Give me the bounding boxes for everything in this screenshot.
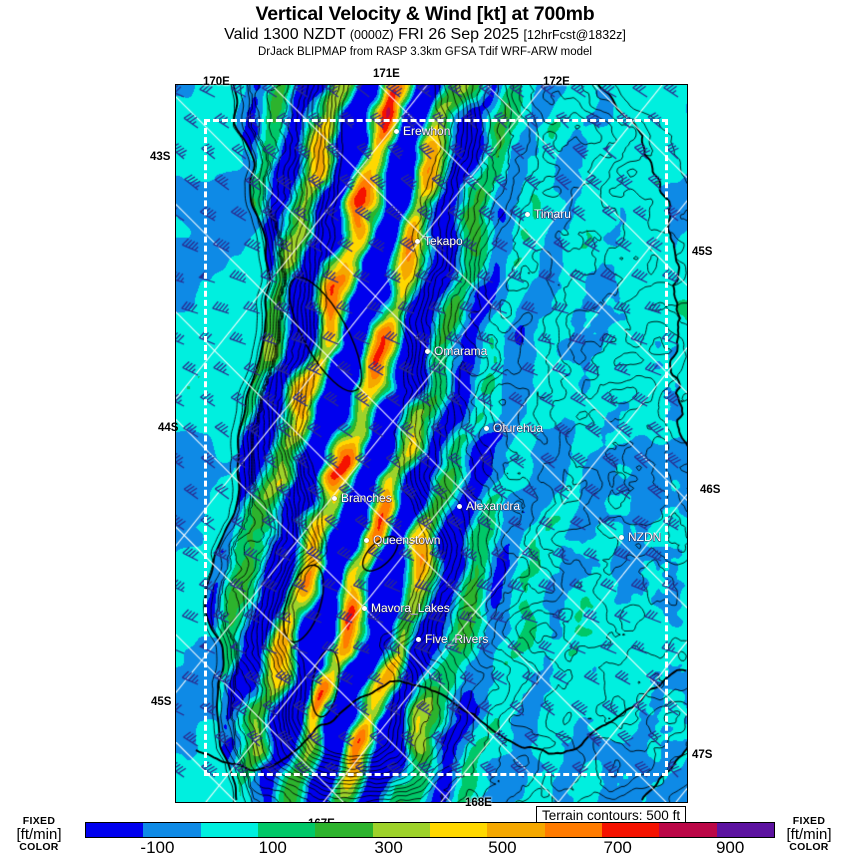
axis-label-172E: 172E <box>543 76 570 88</box>
colorbar-units-left: [ft/min] <box>16 825 62 843</box>
colorbar-units-right: [ft/min] <box>786 825 832 843</box>
colorbar-left-legend: FIXED [ft/min] COLOR <box>0 816 80 852</box>
colorbar-fixed-label-right: FIXED <box>792 815 826 827</box>
colorbar-tick--100: -100 <box>140 838 175 857</box>
title-block: Vertical Velocity & Wind [kt] at 700mb V… <box>0 0 850 60</box>
valid-time-line: Valid 1300 NZDT (0000Z) FRI 26 Sep 2025 … <box>0 25 850 45</box>
map-plot-area[interactable]: Erewhon Timaru Tekapo Omarama Oturehua Branch… <box>175 84 688 803</box>
colorbar-segment-3 <box>257 823 316 837</box>
axis-label-47S: 47S <box>692 749 713 761</box>
colorbar-color-label-left: COLOR <box>19 840 59 853</box>
model-line: DrJack BLIPMAP from RASP 3.3km GFSA Tdif… <box>257 46 592 58</box>
colorbar-tick-100: 100 <box>258 838 287 857</box>
valid-prefix: Valid 1300 NZDT <box>224 26 346 43</box>
axis-label-171E: 171E <box>373 68 400 80</box>
colorbar-segment-7 <box>487 823 545 837</box>
colorbar-segment-0 <box>86 823 144 837</box>
colorbar-segment-1 <box>143 823 201 837</box>
colorbar-fixed-label-left: FIXED <box>22 815 56 827</box>
colorbar-segment-2 <box>200 823 258 837</box>
colorbar-segment-4 <box>315 823 373 837</box>
axis-label-168E: 168E <box>465 797 492 809</box>
axis-label-44S: 44S <box>158 422 179 434</box>
axis-label-45S: 45S <box>692 246 713 258</box>
colorbar-color-label-right: COLOR <box>789 840 829 853</box>
colorbar-tick-700: 700 <box>603 838 632 857</box>
valid-utc: (0000Z) <box>349 28 394 42</box>
colorbar-segment-10 <box>659 823 717 837</box>
page-title: Vertical Velocity & Wind [kt] at 700mb <box>255 3 595 25</box>
colorbar-tick-labels: -100 100 300 500 700 900 <box>85 838 775 860</box>
colorbar[interactable] <box>85 822 775 838</box>
axis-label-170E: 170E <box>203 76 230 88</box>
colorbar-tick-300: 300 <box>374 838 403 857</box>
axis-label-46S: 46S <box>700 484 721 496</box>
colorbar-tick-900: 900 <box>715 838 745 857</box>
colorbar-segment-11 <box>716 823 774 837</box>
colorbar-segment-9 <box>601 823 660 837</box>
colorbar-segment-5 <box>372 823 430 837</box>
vertical-velocity-field <box>176 85 687 802</box>
colorbar-segment-6 <box>429 823 488 837</box>
valid-date: FRI 26 Sep 2025 <box>398 26 520 43</box>
axis-label-45S: 45S <box>151 696 172 708</box>
axis-label-43S: 43S <box>150 151 171 163</box>
colorbar-right-legend: FIXED [ft/min] COLOR <box>768 816 850 852</box>
forecast-tag: [12hrFcst@1832z] <box>523 28 626 42</box>
colorbar-tick-500: 500 <box>488 838 517 857</box>
colorbar-segment-8 <box>544 823 602 837</box>
terrain-contour-note: Terrain contours: 500 ft <box>536 806 687 827</box>
